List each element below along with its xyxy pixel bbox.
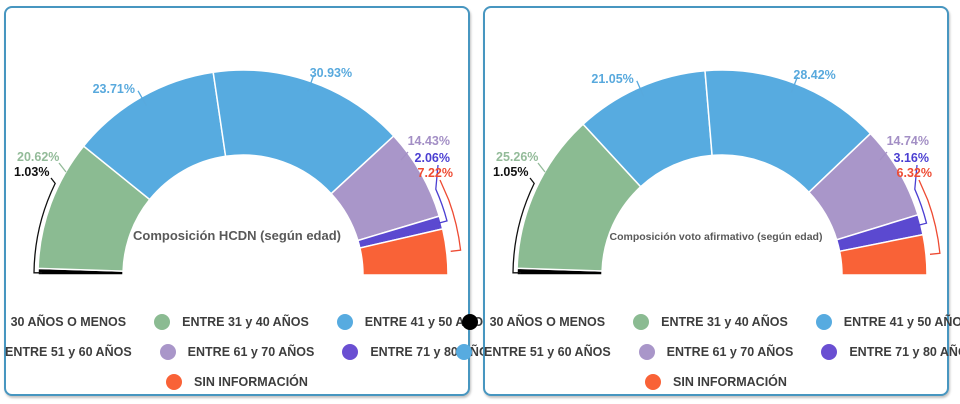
label-line	[439, 179, 462, 252]
legend-color-dot-icon	[821, 344, 838, 360]
legend-item-1[interactable]: ENTRE 31 y 40 AÑOS	[633, 314, 788, 330]
legend-item-label: ENTRE 31 y 40 AÑOS	[661, 315, 788, 329]
chart-card-hcdn: 1.03% 20.62% 23.71% 30.93% 14.43% 2.06% 7.22% …	[4, 6, 497, 396]
legend-item-4[interactable]: ENTRE 61 y 70 AÑOS	[159, 344, 315, 360]
segment-label: 23.71%	[93, 82, 135, 96]
legend-item-0[interactable]: 30 AÑOS O MENOS	[461, 314, 606, 330]
legend-item-label: ENTRE 51 y 60 AÑOS	[5, 345, 132, 359]
legend-item-3[interactable]: ENTRE 51 y 60 AÑOS	[456, 344, 611, 360]
legend-color-dot-icon	[815, 314, 832, 330]
gauge-chart-area: 1.05% 25.26% 21.05% 28.42% 14.74% 3.16% 6.32% …	[485, 8, 947, 300]
legend-item-label: ENTRE 51 y 60 AÑOS	[484, 345, 611, 359]
legend-color-dot-icon	[638, 344, 655, 360]
segment-label: 25.26%	[496, 150, 538, 164]
legend-item-1[interactable]: ENTRE 31 y 40 AÑOS	[154, 314, 309, 330]
legend-row: ENTRE 51 y 60 AÑOS ENTRE 61 y 70 AÑOS EN…	[5, 340, 497, 364]
label-line	[537, 162, 546, 173]
segment-label: 21.05%	[591, 72, 633, 86]
legend-item-6[interactable]: SIN INFORMACIÓN	[645, 374, 787, 390]
segment-6[interactable]	[838, 233, 928, 276]
legend-color-dot-icon	[456, 344, 472, 360]
label-line	[790, 76, 799, 93]
legend-item-label: 30 AÑOS O MENOS	[10, 315, 127, 329]
segment-6[interactable]	[358, 228, 449, 276]
segment-label: 3.16%	[894, 151, 929, 165]
legend-row: SIN INFORMACIÓN	[485, 370, 947, 394]
label-line	[636, 80, 645, 97]
legend-item-label: ENTRE 41 y 50 AÑOS	[364, 315, 492, 329]
segment-label: 28.42%	[793, 68, 835, 82]
legend-item-0[interactable]: 30 AÑOS O MENOS	[0, 314, 127, 330]
legend-item-4[interactable]: ENTRE 61 y 70 AÑOS	[638, 344, 794, 360]
legend-row: 30 AÑOS O MENOS ENTRE 31 y 40 AÑOS ENTRE…	[461, 310, 960, 334]
legend-color-dot-icon	[645, 374, 662, 390]
segment-label: 1.05%	[493, 165, 528, 179]
legend-color-dot-icon	[461, 314, 478, 330]
segment-label: 2.06%	[415, 151, 450, 165]
legend-color-dot-icon	[633, 314, 650, 330]
legend-item-label: 30 AÑOS O MENOS	[489, 315, 606, 329]
segment-label: 14.43%	[408, 134, 450, 148]
segment-label: 14.74%	[887, 134, 929, 148]
legend-item-5[interactable]: ENTRE 71 y 80 AÑOS	[821, 344, 960, 360]
label-line	[435, 164, 448, 224]
legend-item-6[interactable]: SIN INFORMACIÓN	[166, 374, 308, 390]
legend-item-2[interactable]: ENTRE 41 y 50 AÑOS	[336, 314, 492, 330]
label-line	[918, 179, 941, 255]
legend-item-2[interactable]: ENTRE 41 y 50 AÑOS	[815, 314, 960, 330]
legend-item-label: SIN INFORMACIÓN	[194, 375, 308, 389]
legend-row: ENTRE 51 y 60 AÑOS ENTRE 61 y 70 AÑOS EN…	[456, 340, 960, 364]
legend-item-label: ENTRE 31 y 40 AÑOS	[182, 315, 309, 329]
legend-row: 30 AÑOS O MENOS ENTRE 31 y 40 AÑOS ENTRE…	[6, 310, 491, 334]
legend-color-dot-icon	[159, 344, 176, 360]
legend-item-label: ENTRE 71 y 80 AÑOS	[849, 345, 960, 359]
legend-color-dot-icon	[336, 314, 353, 330]
gauge-chart-voto-afirmativo: 1.05%25.26% 21.05% 28.42% 14.74% 3.16%6.32%	[493, 68, 941, 276]
label-line	[58, 162, 67, 173]
segment-label: 1.03%	[14, 165, 49, 179]
legend-row: SIN INFORMACIÓN	[6, 370, 468, 394]
label-line	[914, 164, 928, 226]
label-line	[512, 177, 535, 274]
gauge-chart-hcdn: 1.03%20.62% 23.71% 30.93% 14.43% 2.06%7.22%	[14, 66, 462, 276]
legend: 30 AÑOS O MENOS ENTRE 31 y 40 AÑOS ENTRE…	[456, 310, 960, 394]
legend-color-dot-icon	[342, 344, 359, 360]
segment-label: 6.32%	[897, 166, 932, 180]
chart-card-voto-afirmativo: 1.05% 25.26% 21.05% 28.42% 14.74% 3.16% 6.32% …	[456, 6, 960, 396]
legend-color-dot-icon	[166, 374, 183, 390]
label-line	[137, 90, 147, 106]
segment-label: 30.93%	[310, 66, 352, 80]
legend-item-label: ENTRE 61 y 70 AÑOS	[187, 345, 315, 359]
legend: 30 AÑOS O MENOS ENTRE 31 y 40 AÑOS ENTRE…	[5, 310, 497, 394]
label-line	[307, 74, 315, 92]
legend-item-3[interactable]: ENTRE 51 y 60 AÑOS	[0, 344, 132, 360]
legend-color-dot-icon	[154, 314, 171, 330]
legend-item-label: SIN INFORMACIÓN	[673, 375, 787, 389]
legend-item-label: ENTRE 41 y 50 AÑOS	[843, 315, 960, 329]
label-line	[33, 177, 56, 274]
legend-item-label: ENTRE 61 y 70 AÑOS	[666, 345, 794, 359]
segment-label: 20.62%	[17, 150, 59, 164]
label-line	[400, 151, 409, 161]
label-line	[879, 151, 888, 161]
gauge-chart-area: 1.03% 20.62% 23.71% 30.93% 14.43% 2.06% 7.22% …	[6, 8, 468, 300]
segment-label: 7.22%	[418, 166, 453, 180]
